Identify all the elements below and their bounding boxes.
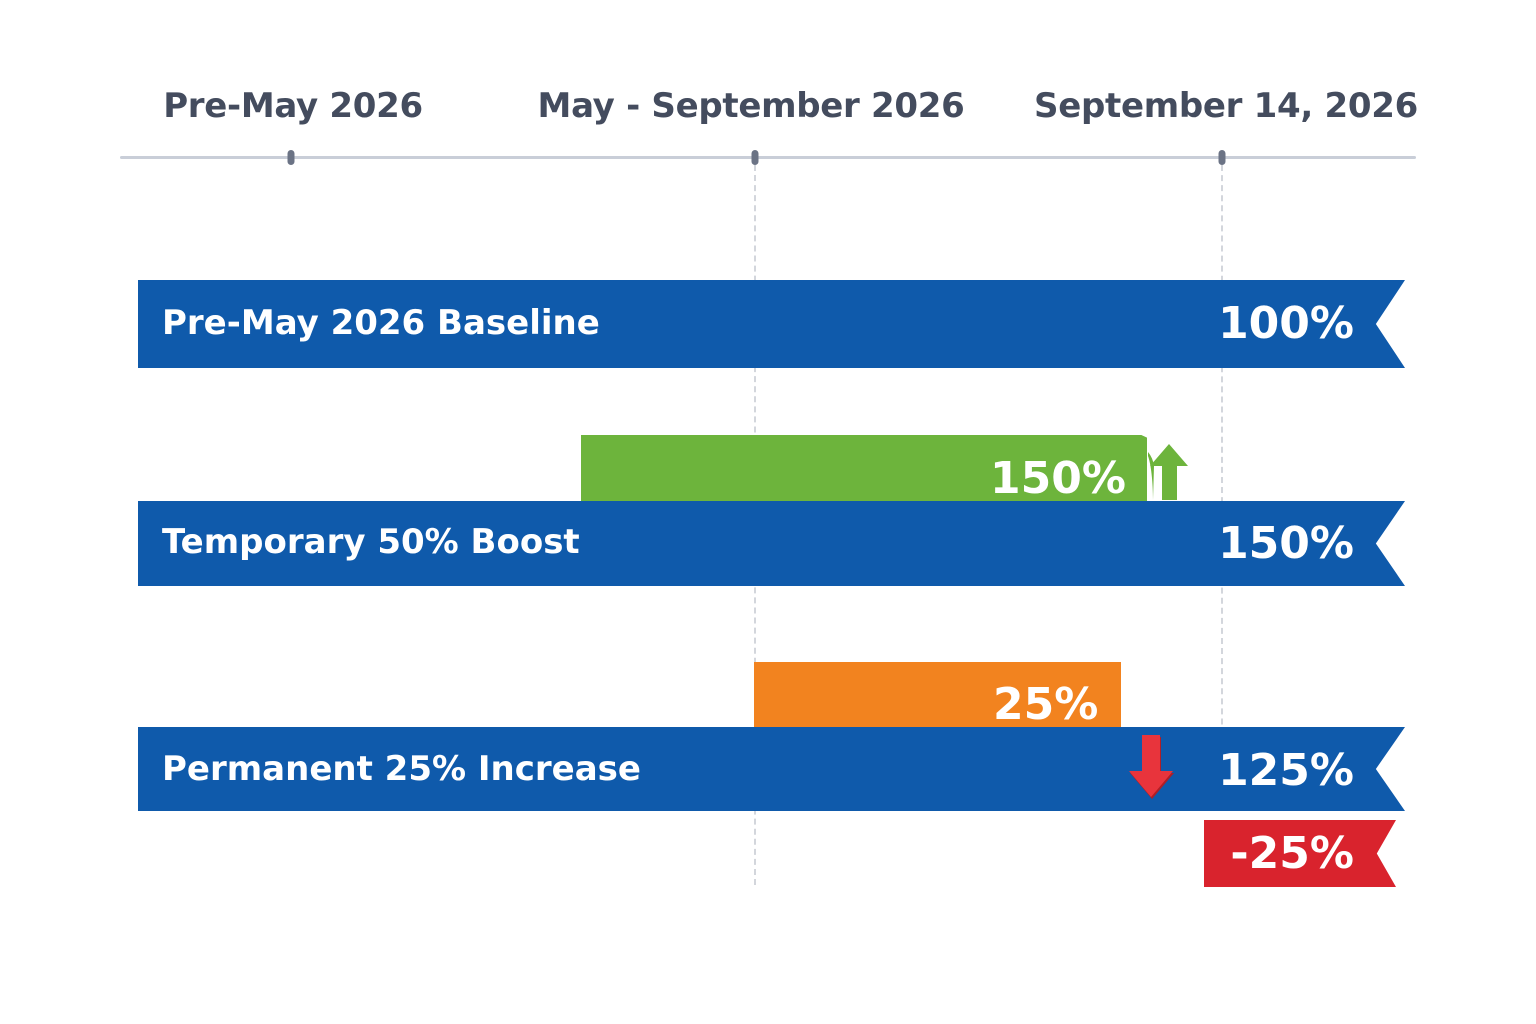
ribbon-value-baseline: 100% bbox=[1218, 298, 1354, 349]
timeline-tick-may-september bbox=[751, 150, 759, 165]
timeline-tick-pre-may bbox=[287, 150, 295, 165]
ribbon-value-boost: 150% bbox=[1218, 518, 1354, 569]
ribbon-label-baseline: Pre-May 2026 Baseline bbox=[162, 303, 600, 343]
arrow-down-icon bbox=[1129, 735, 1174, 799]
decrease-tag bbox=[1204, 820, 1396, 887]
increase-bar-value: 25% bbox=[993, 679, 1099, 730]
boost-bar-value: 150% bbox=[990, 453, 1126, 504]
timeline-tick-september-14 bbox=[1218, 150, 1226, 165]
ribbon-value-increase: 125% bbox=[1218, 745, 1354, 796]
boost-bar bbox=[581, 435, 1147, 501]
period-label-september-14: September 14, 2026 bbox=[1034, 86, 1418, 126]
decrease-tag-value: -25% bbox=[1230, 828, 1354, 879]
ribbon-increase bbox=[138, 727, 1405, 811]
increase-bar bbox=[754, 662, 1121, 728]
timeline-axis bbox=[120, 156, 1416, 159]
period-label-may-september: May - September 2026 bbox=[537, 86, 965, 126]
arrow-up-icon bbox=[1148, 444, 1188, 500]
ribbon-label-boost: Temporary 50% Boost bbox=[162, 522, 580, 562]
ribbon-baseline bbox=[138, 280, 1405, 368]
guide-line-september bbox=[1221, 165, 1223, 805]
ribbon-label-increase: Permanent 25% Increase bbox=[162, 749, 641, 789]
period-label-pre-may: Pre-May 2026 bbox=[163, 86, 423, 126]
ribbon-boost bbox=[138, 501, 1405, 586]
